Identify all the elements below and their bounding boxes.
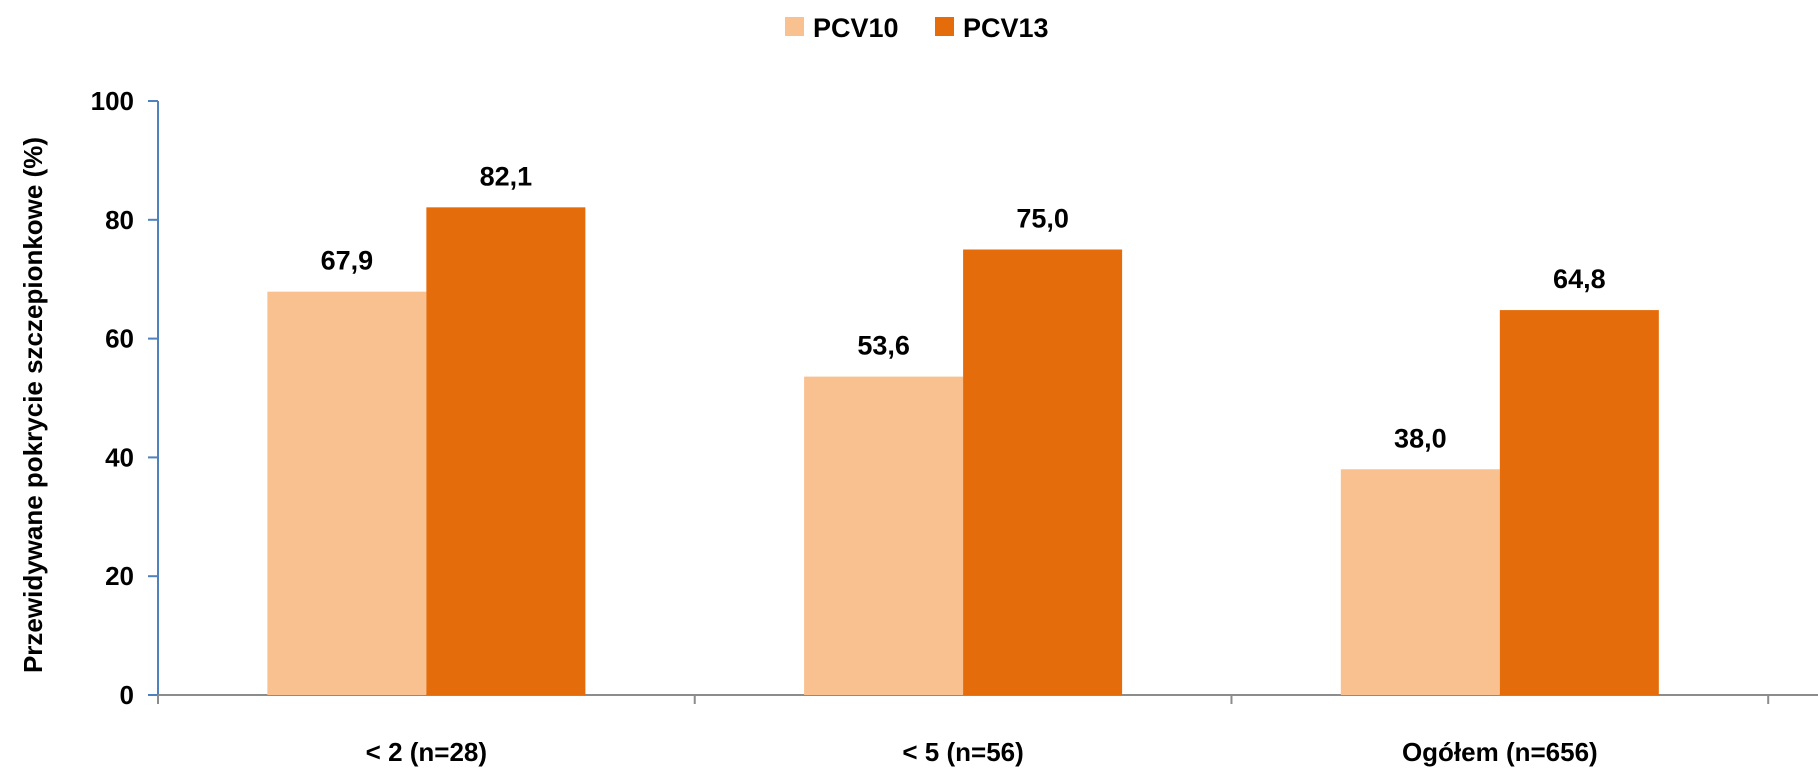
legend-swatch-pcv10 (785, 17, 804, 36)
x-category-label: < 2 (n=28) (366, 737, 487, 767)
bar-pcv13 (963, 249, 1123, 695)
x-category-label: Ogółem (n=656) (1402, 737, 1598, 767)
legend-swatch-pcv13 (935, 17, 954, 36)
data-label: 38,0 (1394, 423, 1447, 453)
legend-label: PCV13 (963, 13, 1049, 43)
legend-label: PCV10 (813, 13, 899, 43)
y-tick-label: 0 (120, 680, 134, 710)
bar-pcv13 (1499, 310, 1659, 695)
legend: PCV10 PCV13 (785, 13, 1049, 43)
data-label: 75,0 (1016, 204, 1069, 234)
y-axis-title: Przewidywane pokrycie szczepionkowe (%) (18, 137, 48, 673)
y-tick-label: 100 (91, 86, 134, 116)
bar-pcv10 (1340, 469, 1500, 695)
data-labels: 67,9 82,1 53,6 75,0 38,0 64,8 (321, 161, 1606, 453)
bar-pcv10 (267, 291, 427, 695)
y-tick-label: 40 (105, 442, 134, 472)
data-label: 67,9 (321, 246, 374, 276)
data-label: 64,8 (1553, 264, 1606, 294)
data-label: 82,1 (480, 161, 533, 191)
bar-pcv13 (426, 207, 586, 696)
x-axis: < 2 (n=28) < 5 (n=56) Ogółem (n=656) (157, 694, 1818, 767)
bar-pcv10 (804, 376, 964, 695)
x-category-label: < 5 (n=56) (902, 737, 1023, 767)
y-axis: 0 20 40 60 80 100 (91, 86, 159, 710)
y-tick-label: 60 (105, 324, 134, 354)
y-tick-label: 80 (105, 205, 134, 235)
bars (267, 207, 1659, 696)
y-tick-label: 20 (105, 561, 134, 591)
data-label: 53,6 (857, 331, 910, 361)
